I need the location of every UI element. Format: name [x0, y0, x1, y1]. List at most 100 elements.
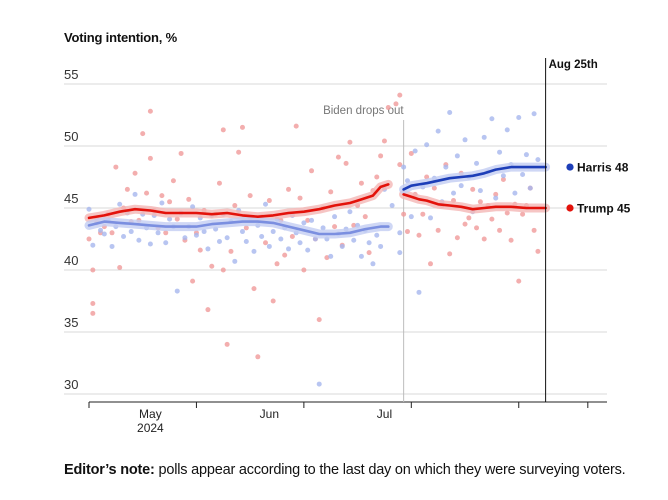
trump-poll-point: [481, 236, 487, 242]
harris-poll-point: [389, 203, 395, 209]
harris-poll-point: [378, 243, 384, 249]
y-tick-label-55: 55: [64, 67, 78, 82]
trump-poll-point: [381, 138, 387, 144]
trump-poll-point: [224, 341, 230, 347]
trump-poll-point: [401, 211, 407, 217]
harris-poll-point: [155, 230, 161, 236]
trump-poll-point: [420, 211, 426, 217]
trump-poll-point: [324, 255, 330, 261]
trump-poll-point: [508, 237, 514, 243]
x-tick-label-jul: Jul: [377, 407, 392, 421]
trump-poll-point: [462, 221, 468, 227]
harris-poll-point: [167, 216, 173, 222]
harris-poll-point: [216, 238, 222, 244]
harris-poll-point: [347, 209, 353, 215]
trump-poll-point: [147, 108, 153, 114]
editors-note-text: polls appear according to the last day o…: [158, 462, 626, 478]
harris-poll-point: [397, 250, 403, 256]
harris-poll-point: [451, 190, 457, 196]
trump-end-label: Trump 45: [577, 202, 631, 216]
trump-poll-point: [397, 92, 403, 98]
trump-poll-point: [186, 196, 192, 202]
trump-poll-point: [385, 105, 391, 111]
trump-poll-point: [270, 298, 276, 304]
trump-poll-point: [309, 168, 315, 174]
trump-poll-point: [504, 210, 510, 216]
trump-trend-band-pre: [84, 179, 393, 223]
trump-poll-point: [170, 178, 176, 184]
harris-poll-point: [201, 229, 207, 235]
harris-poll-point: [182, 235, 188, 241]
trump-poll-point: [90, 310, 96, 316]
harris-trend-line-pre: [87, 220, 390, 236]
trump-poll-point: [174, 216, 180, 222]
trump-poll-point: [197, 247, 203, 253]
editors-note: Editor’s note: polls appear according to…: [64, 462, 626, 478]
x-tick-label-jun: Jun: [260, 407, 279, 421]
harris-poll-point: [297, 240, 303, 246]
trump-poll-point: [316, 317, 322, 323]
trump-poll-point: [220, 267, 226, 273]
y-tick-label-40: 40: [64, 253, 78, 268]
harris-poll-point: [489, 116, 495, 122]
trump-poll-point: [531, 227, 537, 233]
trump-poll-point: [117, 265, 123, 271]
harris-poll-point: [447, 110, 453, 116]
harris-poll-point: [117, 201, 123, 207]
harris-poll-point: [320, 225, 326, 231]
trump-poll-point: [266, 198, 272, 204]
trump-poll-point: [305, 217, 311, 223]
y-tick-label-50: 50: [64, 129, 78, 144]
harris-poll-point: [147, 241, 153, 247]
harris-poll-point: [412, 148, 418, 154]
trump-poll-point: [374, 174, 380, 180]
harris-poll-point: [374, 232, 380, 238]
harris-poll-point: [454, 153, 460, 159]
harris-poll-point: [243, 238, 249, 244]
harris-poll-point: [193, 232, 199, 238]
trump-poll-point: [454, 235, 460, 241]
trump-trend-line-pre: [87, 183, 390, 220]
harris-poll-point: [397, 230, 403, 236]
trump-poll-point: [90, 300, 96, 306]
trump-poll-point: [393, 101, 399, 107]
trump-poll-point: [301, 267, 307, 273]
trump-poll-point: [328, 189, 334, 195]
trump-poll-point: [293, 123, 299, 129]
harris-poll-point: [424, 142, 430, 148]
harris-poll-point: [101, 231, 107, 237]
trump-poll-point: [274, 261, 280, 267]
harris-poll-point: [163, 240, 169, 246]
harris-poll-point: [132, 191, 138, 197]
trump-poll-point: [236, 149, 242, 155]
trump-poll-point: [178, 150, 184, 156]
harris-poll-point: [128, 229, 134, 235]
harris-poll-point: [263, 201, 269, 207]
trump-poll-point: [282, 252, 288, 258]
trump-poll-point: [358, 180, 364, 186]
trump-end-marker: [566, 204, 574, 212]
harris-poll-point: [481, 134, 487, 140]
y-tick-label-35: 35: [64, 315, 78, 330]
harris-poll-point: [136, 237, 142, 243]
harris-poll-point: [462, 137, 468, 143]
x-year-label: 2024: [137, 421, 164, 435]
trump-poll-point: [297, 195, 303, 201]
trump-poll-point: [427, 261, 433, 267]
harris-poll-point: [251, 248, 257, 254]
harris-poll-point: [408, 214, 414, 220]
trump-poll-point: [255, 354, 261, 360]
trump-poll-point: [332, 224, 338, 230]
harris-poll-point: [512, 190, 518, 196]
harris-poll-point: [358, 253, 364, 259]
harris-poll-point: [266, 243, 272, 249]
harris-poll-point: [301, 220, 307, 226]
harris-poll-point: [504, 127, 510, 133]
harris-poll-point: [174, 288, 180, 294]
trump-poll-point: [90, 267, 96, 273]
trump-poll-point: [431, 185, 437, 191]
trump-poll-point: [220, 127, 226, 133]
harris-poll-point: [351, 237, 357, 243]
trump-poll-point: [124, 186, 130, 192]
trump-poll-point: [470, 186, 476, 192]
